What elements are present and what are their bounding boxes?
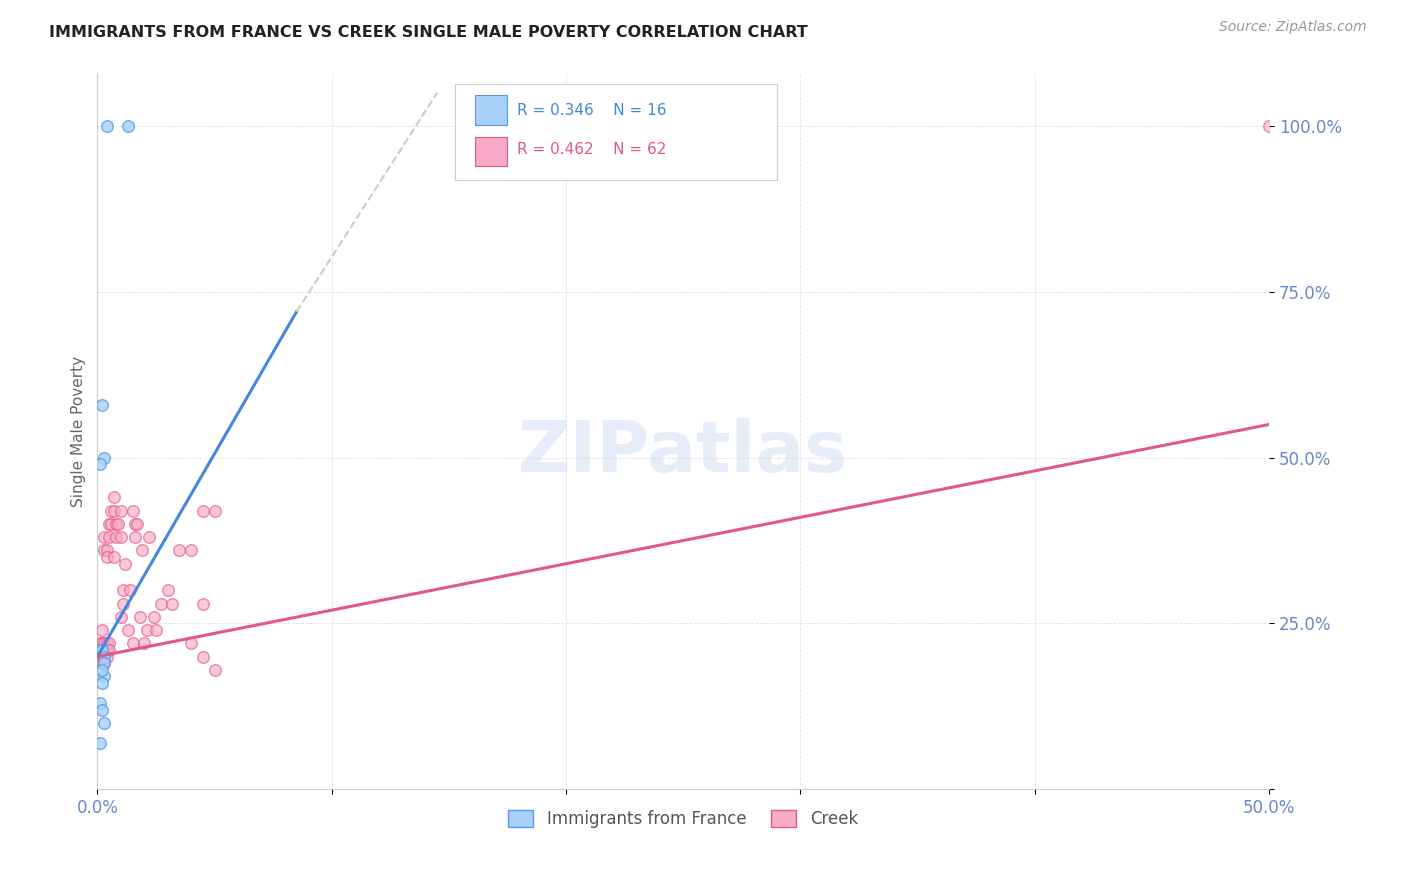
Creek	[91, 643, 114, 657]
Creek	[93, 530, 115, 544]
Creek	[96, 649, 118, 664]
Text: ZIPatlas: ZIPatlas	[519, 418, 848, 487]
Text: Source: ZipAtlas.com: Source: ZipAtlas.com	[1219, 20, 1367, 34]
Creek	[91, 636, 114, 650]
Creek	[96, 636, 118, 650]
Creek	[162, 597, 184, 611]
Creek	[103, 550, 125, 565]
Creek	[100, 516, 122, 531]
Creek	[180, 543, 202, 558]
Creek	[135, 623, 157, 637]
Creek	[124, 516, 146, 531]
Text: R = 0.462    N = 62: R = 0.462 N = 62	[517, 143, 666, 158]
Creek	[121, 636, 143, 650]
Creek	[169, 543, 191, 558]
Creek	[117, 623, 139, 637]
Creek	[145, 623, 167, 637]
Creek	[114, 557, 136, 571]
Creek	[204, 504, 226, 518]
Immigrants from France	[91, 663, 114, 677]
Creek	[98, 643, 121, 657]
FancyBboxPatch shape	[475, 95, 508, 125]
Creek	[110, 609, 132, 624]
Creek	[91, 649, 114, 664]
Creek	[107, 516, 129, 531]
Creek	[103, 504, 125, 518]
Immigrants from France	[93, 649, 115, 664]
Creek	[180, 636, 202, 650]
Creek	[191, 649, 214, 664]
Creek	[110, 530, 132, 544]
Creek	[98, 516, 121, 531]
Creek	[112, 597, 135, 611]
Creek	[91, 623, 114, 637]
Creek	[91, 657, 114, 671]
Immigrants from France	[93, 657, 115, 671]
Creek	[93, 636, 115, 650]
Legend: Immigrants from France, Creek: Immigrants from France, Creek	[502, 803, 865, 835]
Immigrants from France	[89, 457, 111, 471]
Creek	[131, 543, 153, 558]
Creek	[105, 530, 128, 544]
Immigrants from France	[91, 703, 114, 717]
Creek	[191, 597, 214, 611]
Creek	[98, 636, 121, 650]
FancyBboxPatch shape	[454, 84, 778, 180]
Creek	[142, 609, 165, 624]
Immigrants from France	[89, 696, 111, 710]
FancyBboxPatch shape	[475, 136, 508, 166]
Creek	[121, 504, 143, 518]
Immigrants from France	[91, 676, 114, 690]
Immigrants from France	[93, 669, 115, 683]
Creek	[138, 530, 160, 544]
Immigrants from France	[117, 119, 139, 133]
Creek	[127, 516, 149, 531]
Creek	[149, 597, 172, 611]
Creek	[98, 530, 121, 544]
Creek	[103, 491, 125, 505]
Immigrants from France	[96, 119, 118, 133]
Immigrants from France	[89, 643, 111, 657]
Creek	[93, 543, 115, 558]
Creek	[128, 609, 150, 624]
Creek	[112, 583, 135, 598]
Immigrants from France	[93, 715, 115, 730]
Creek	[110, 504, 132, 518]
Creek	[100, 504, 122, 518]
Immigrants from France	[89, 736, 111, 750]
Creek	[96, 543, 118, 558]
Creek	[96, 643, 118, 657]
Creek	[105, 516, 128, 531]
Creek	[134, 636, 156, 650]
Creek	[1258, 119, 1281, 133]
Creek	[191, 504, 214, 518]
Text: IMMIGRANTS FROM FRANCE VS CREEK SINGLE MALE POVERTY CORRELATION CHART: IMMIGRANTS FROM FRANCE VS CREEK SINGLE M…	[49, 25, 808, 40]
Creek	[93, 643, 115, 657]
Creek	[93, 657, 115, 671]
Creek	[96, 550, 118, 565]
Immigrants from France	[91, 643, 114, 657]
Creek	[89, 649, 111, 664]
Y-axis label: Single Male Poverty: Single Male Poverty	[72, 356, 86, 507]
Immigrants from France	[91, 398, 114, 412]
Immigrants from France	[93, 450, 115, 465]
Creek	[124, 530, 146, 544]
Creek	[89, 636, 111, 650]
Creek	[120, 583, 142, 598]
Text: R = 0.346    N = 16: R = 0.346 N = 16	[517, 103, 666, 118]
Creek	[93, 649, 115, 664]
Creek	[204, 663, 226, 677]
Creek	[156, 583, 179, 598]
